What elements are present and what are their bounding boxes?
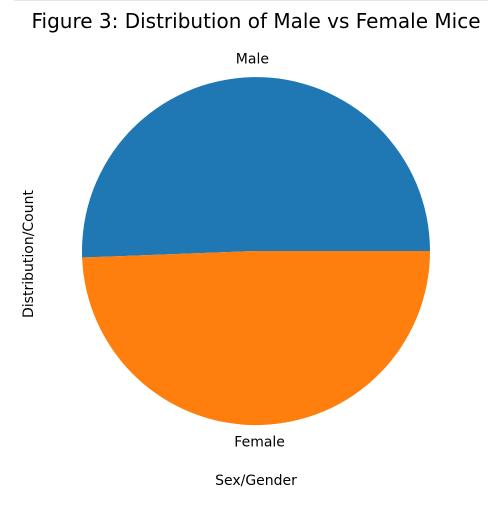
pie-slice-male — [82, 77, 431, 258]
pie-label-male: Male — [236, 52, 269, 68]
pie-slice-labels: Male Female — [234, 52, 285, 451]
top-border-line — [14, 0, 488, 1]
y-axis-label: Distribution/Count — [21, 190, 37, 318]
pie-slice-female — [82, 251, 431, 426]
pie-label-female: Female — [234, 434, 285, 450]
pie-slices — [82, 77, 431, 426]
chart-title: Figure 3: Distribution of Male vs Female… — [31, 9, 480, 33]
x-axis-label: Sex/Gender — [215, 473, 297, 489]
